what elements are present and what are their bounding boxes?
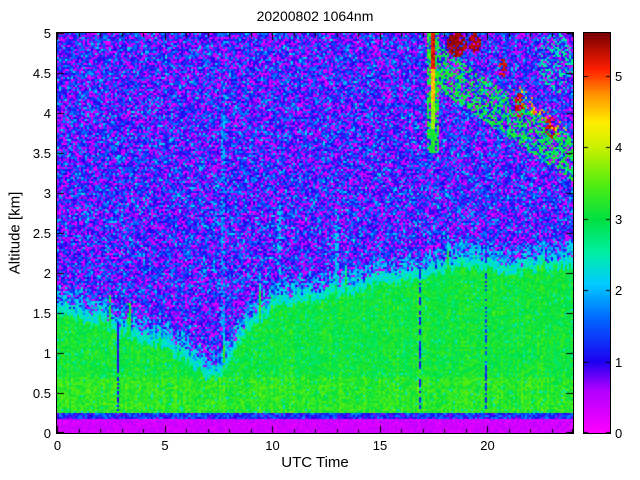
colorbar-tick-label: 4: [615, 140, 623, 156]
y-tick-label: 3.5: [32, 146, 51, 161]
colorbar-tick-label: 2: [615, 283, 623, 299]
colorbar-tick-label: 0: [615, 426, 623, 441]
x-tick-label: 5: [161, 438, 169, 453]
x-tick-label: 0: [53, 438, 62, 453]
y-tick-label: 5: [43, 26, 51, 41]
x-tick-label: 15: [372, 438, 388, 453]
colorbar-tick-label: 3: [615, 211, 623, 227]
y-tick-label: 4: [43, 106, 51, 121]
chart-title: 20200802 1064nm: [256, 8, 374, 24]
colorbar-tick-label: 1: [615, 354, 623, 370]
x-tick-label: 20: [480, 438, 495, 453]
y-tick-label: 0: [43, 426, 51, 441]
x-tick-label: 10: [265, 438, 280, 453]
heatmap-canvas: [56, 32, 574, 434]
y-tick-label: 1.5: [32, 306, 51, 321]
y-tick-label: 3: [43, 186, 51, 201]
y-tick-label: 4.5: [32, 66, 51, 81]
x-axis-label: UTC Time: [281, 454, 349, 471]
y-tick-label: 0.5: [32, 386, 51, 401]
colorbar-tick-label: 5: [615, 68, 623, 84]
y-tick-label: 1: [43, 346, 51, 361]
y-tick-label: 2.5: [32, 226, 51, 241]
colorbar-canvas: [583, 32, 611, 434]
y-tick-label: 2: [43, 266, 51, 281]
